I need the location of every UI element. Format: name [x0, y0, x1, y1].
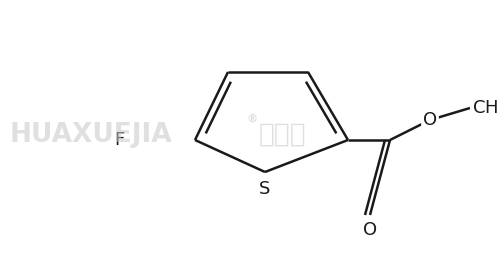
Text: ®: ®	[246, 114, 257, 124]
Text: O: O	[363, 221, 377, 239]
Text: O: O	[423, 111, 437, 129]
Text: HUAXUEJIA: HUAXUEJIA	[10, 122, 172, 148]
Text: 化学加: 化学加	[258, 122, 306, 148]
Text: S: S	[259, 180, 271, 198]
Text: CH$_3$: CH$_3$	[472, 98, 497, 118]
Text: F: F	[115, 131, 125, 149]
